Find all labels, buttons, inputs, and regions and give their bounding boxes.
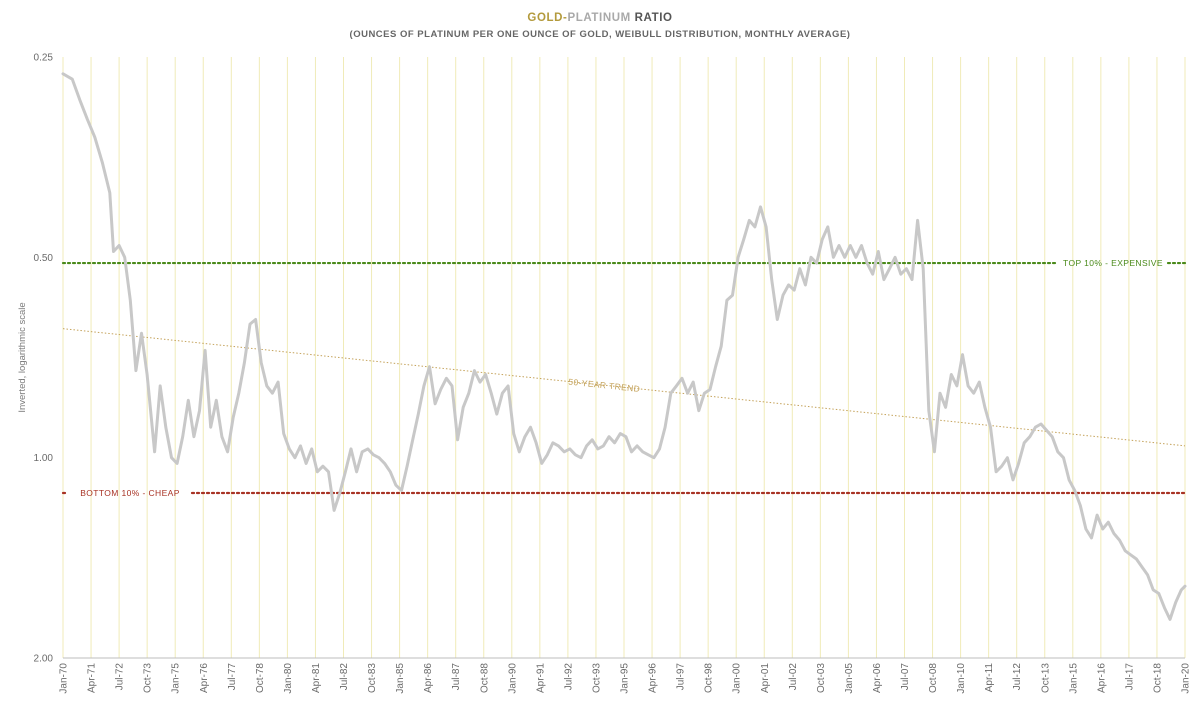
x-tick-label: Oct-78 [255,663,266,693]
x-tick-label: Oct-83 [367,663,378,693]
x-tick-label: Apr-11 [984,663,995,693]
x-tick-label: Apr-76 [199,663,210,693]
x-tick-label: Oct-88 [479,663,490,693]
x-tick-label: Jan-20 [1181,663,1192,694]
chart-title: GOLD-PLATINUM RATIO [0,12,1200,24]
x-tick-label: Oct-03 [816,663,827,693]
x-tick-label: Jul-07 [900,663,911,691]
x-tick-label: Jan-90 [507,663,518,694]
x-tick-label: Jan-80 [283,663,294,694]
bottom-10-label: BOTTOM 10% - CHEAP [80,488,180,498]
y-axis-label: Inverted, logarithmic scale [17,302,28,412]
x-tick-label: Jan-10 [956,663,967,694]
trend-label: 50-YEAR TREND [568,376,641,393]
x-tick-label: Oct-73 [143,663,154,693]
x-tick-label: Oct-08 [928,663,939,693]
trend-line [62,328,1186,447]
top-10-label: TOP 10% - EXPENSIVE [1063,258,1163,268]
y-tick-labels: 0.25 0.50 1.00 2.00 [34,53,54,665]
x-tick-label: Jan-05 [844,663,855,694]
title-platinum: PLATINUM [567,12,631,24]
x-tick-label: Apr-71 [87,663,98,693]
x-tick-label: Apr-96 [648,663,659,693]
x-tick-label: Apr-91 [535,663,546,693]
x-tick-label: Jan-75 [171,663,182,694]
x-tick-label: Oct-18 [1152,663,1163,693]
series-layer [61,72,1187,621]
x-tick-label: Jan-70 [59,663,70,694]
x-tick-label: Oct-98 [704,663,715,693]
x-tick-label: Jul-77 [227,663,238,691]
x-tick-label: Oct-13 [1040,663,1051,693]
chart-subtitle: (OUNCES OF PLATINUM PER ONE OUNCE OF GOL… [349,29,851,40]
x-tick-label: Jan-00 [732,663,743,694]
x-tick-label: Oct-93 [591,663,602,693]
x-tick-labels: Jan-70 Apr-71 Jul-72 Oct-73 Jan-75 Apr-76 Jul-… [59,663,1192,694]
title-ratio: RATIO [630,12,673,24]
x-tick-label: Apr-86 [423,663,434,693]
x-tick-label: Jul-97 [676,663,687,691]
y-tick-label: 0.25 [34,53,54,64]
x-tick-label: Jan-85 [395,663,406,694]
y-tick-label: 2.00 [34,654,54,665]
y-tick-label: 1.00 [34,453,54,464]
x-tick-label: Apr-81 [311,663,322,693]
x-tick-label: Jul-02 [788,663,799,691]
y-tick-label: 0.50 [34,253,54,264]
x-tick-label: Jul-92 [563,663,574,691]
x-tick-label: Jul-82 [339,663,350,691]
x-tick-label: Apr-16 [1096,663,1107,693]
x-tick-label: Jan-95 [620,663,631,694]
x-tick-label: Jul-72 [115,663,126,691]
series-line [61,72,1187,621]
x-tick-label: Jul-17 [1124,663,1135,691]
x-tick-label: Apr-01 [760,663,771,693]
title-gold: GOLD- [527,12,568,24]
x-tick-label: Apr-06 [872,663,883,693]
x-tick-label: Jul-87 [451,663,462,691]
x-tick-label: Jan-15 [1068,663,1079,694]
grid-layer [62,57,1186,658]
x-tick-label: Jul-12 [1012,663,1023,691]
